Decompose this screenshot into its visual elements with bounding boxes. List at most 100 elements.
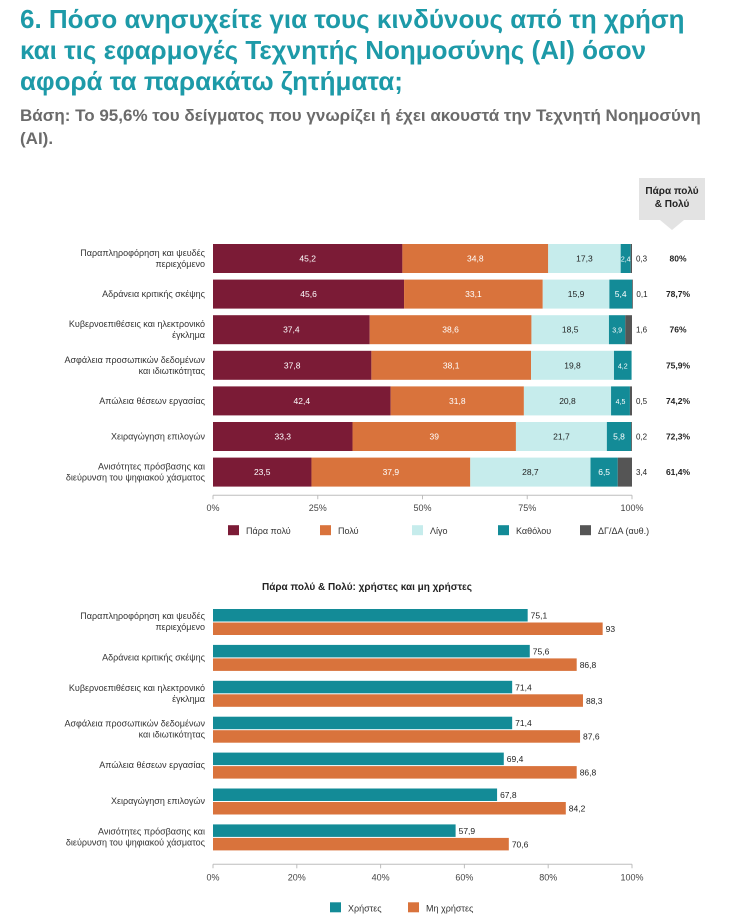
total-label: 61,4% xyxy=(666,467,691,477)
x-tick-label: 0% xyxy=(206,872,219,882)
data-label: 37,9 xyxy=(383,467,400,477)
data-label: 38,6 xyxy=(442,325,459,335)
legend-label: Πάρα πολύ xyxy=(246,526,291,536)
category-label: Παραπληροφόρηση και ψευδές xyxy=(80,248,205,258)
bar-segment xyxy=(609,279,632,309)
x-tick-label: 40% xyxy=(372,872,390,882)
page-title: 6. Πόσο ανησυχείτε για τους κινδύνους απ… xyxy=(20,4,685,96)
data-label: 19,8 xyxy=(564,360,581,370)
bar xyxy=(213,802,566,815)
category-label: Ανισότητες πρόσβασης και xyxy=(98,826,205,836)
data-label: 71,4 xyxy=(515,718,532,728)
data-label: 5,4 xyxy=(615,289,627,299)
data-label: 37,8 xyxy=(284,360,301,370)
legend-swatch xyxy=(580,525,591,536)
bar-segment xyxy=(617,457,632,487)
category-label: Ασφάλεια προσωπικών δεδομένων xyxy=(65,355,206,365)
data-label: 15,9 xyxy=(568,289,585,299)
bar-segment xyxy=(613,350,632,380)
category-label: Χειραγώγηση επιλογών xyxy=(111,432,206,442)
bar-segment xyxy=(470,457,591,487)
bar-segment xyxy=(371,350,532,380)
callout-line-1: Πάρα πολύ xyxy=(645,186,699,197)
category-label: Κυβερνοεπιθέσεις και ηλεκτρονικό xyxy=(69,683,205,693)
category-label: περιεχόμενο xyxy=(155,622,205,632)
bar-segment xyxy=(213,386,391,416)
data-label: 1,6 xyxy=(636,326,648,335)
data-label: 57,9 xyxy=(459,826,476,836)
data-label: 69,4 xyxy=(507,754,524,764)
data-label: 87,6 xyxy=(583,732,600,742)
chart-title: Πάρα πολύ & Πολύ: χρήστες και μη χρήστες xyxy=(262,582,472,593)
legend-label: Μη χρήστες xyxy=(426,903,474,913)
bar xyxy=(213,694,583,707)
bar-segment xyxy=(404,279,543,309)
bar xyxy=(213,824,456,837)
data-label: 20,8 xyxy=(559,396,576,406)
category-label: έγκλημα xyxy=(172,694,205,704)
bar xyxy=(213,716,513,730)
users-comparison-chart: Πάρα πολύ & Πολύ: χρήστες και μη χρήστες… xyxy=(65,582,644,913)
data-label: 4,5 xyxy=(616,399,626,406)
bar-segment xyxy=(531,315,609,345)
category-label: Ασφάλεια προσωπικών δεδομένων xyxy=(65,719,206,729)
bar-segment xyxy=(631,422,632,451)
bar-segment xyxy=(629,386,632,416)
bar-segment xyxy=(213,279,405,309)
data-label: 75,1 xyxy=(531,611,548,621)
bar-segment xyxy=(625,315,632,345)
category-label: διεύρυνση του ψηφιακού χάσματος xyxy=(66,473,206,483)
x-tick-label: 25% xyxy=(309,503,327,513)
data-label: 39 xyxy=(429,432,439,442)
data-label: 5,8 xyxy=(613,432,625,442)
bar-segment xyxy=(352,422,516,451)
data-label: 71,4 xyxy=(515,682,532,692)
data-label: 31,8 xyxy=(449,396,466,406)
data-label: 17,3 xyxy=(576,254,593,264)
data-label: 93 xyxy=(606,624,616,634)
category-label: Αδράνεια κριτικής σκέψης xyxy=(102,652,206,662)
category-label: Απώλεια θέσεων εργασίας xyxy=(99,396,205,406)
x-tick-label: 100% xyxy=(620,872,643,882)
data-label: 37,4 xyxy=(283,325,300,335)
legend-swatch xyxy=(228,525,239,536)
bar-segment xyxy=(213,457,312,487)
data-label: 21,7 xyxy=(553,432,570,442)
data-label: 4,2 xyxy=(618,363,628,370)
x-tick-label: 50% xyxy=(413,503,431,513)
bar xyxy=(213,837,509,851)
bar-segment xyxy=(311,457,471,487)
category-label: Αδράνεια κριτικής σκέψης xyxy=(102,289,206,299)
legend-label: ΔΓ/ΔΑ (αυθ.) xyxy=(598,526,649,536)
category-label: Παραπληροφόρηση και ψευδές xyxy=(80,611,205,621)
bar-segment xyxy=(620,244,631,273)
page-subtitle: Βάση: Το 95,6% του δείγματος που γνωρίζε… xyxy=(20,106,701,148)
bar xyxy=(213,730,581,743)
category-label: διεύρυνση του ψηφιακού χάσματος xyxy=(66,837,206,847)
bar-segment xyxy=(390,386,524,416)
legend-swatch xyxy=(320,525,331,536)
x-tick-label: 20% xyxy=(288,872,306,882)
data-label: 34,8 xyxy=(467,254,484,264)
x-tick-label: 80% xyxy=(539,872,557,882)
data-label: 84,2 xyxy=(569,804,586,814)
data-label: 86,8 xyxy=(580,768,597,778)
bar-segment xyxy=(213,315,370,345)
category-label: Κυβερνοεπιθέσεις και ηλεκτρονικό xyxy=(69,319,205,329)
data-label: 0,5 xyxy=(636,397,648,406)
legend-label: Λίγο xyxy=(430,526,448,536)
data-label: 3,4 xyxy=(636,468,648,477)
data-label: 45,2 xyxy=(299,254,316,264)
bar xyxy=(213,622,603,635)
data-label: 2,4 xyxy=(621,257,631,264)
data-label: 0,2 xyxy=(636,433,648,442)
legend-swatch xyxy=(408,902,419,913)
callout-arrow xyxy=(660,220,684,230)
bar xyxy=(213,788,498,801)
bar-segment xyxy=(632,279,633,309)
category-label: έγκλημα xyxy=(172,330,205,340)
data-label: 33,1 xyxy=(465,289,482,299)
total-label: 72,3% xyxy=(666,432,691,442)
legend-swatch xyxy=(330,902,341,913)
category-label: περιεχόμενο xyxy=(155,259,205,269)
